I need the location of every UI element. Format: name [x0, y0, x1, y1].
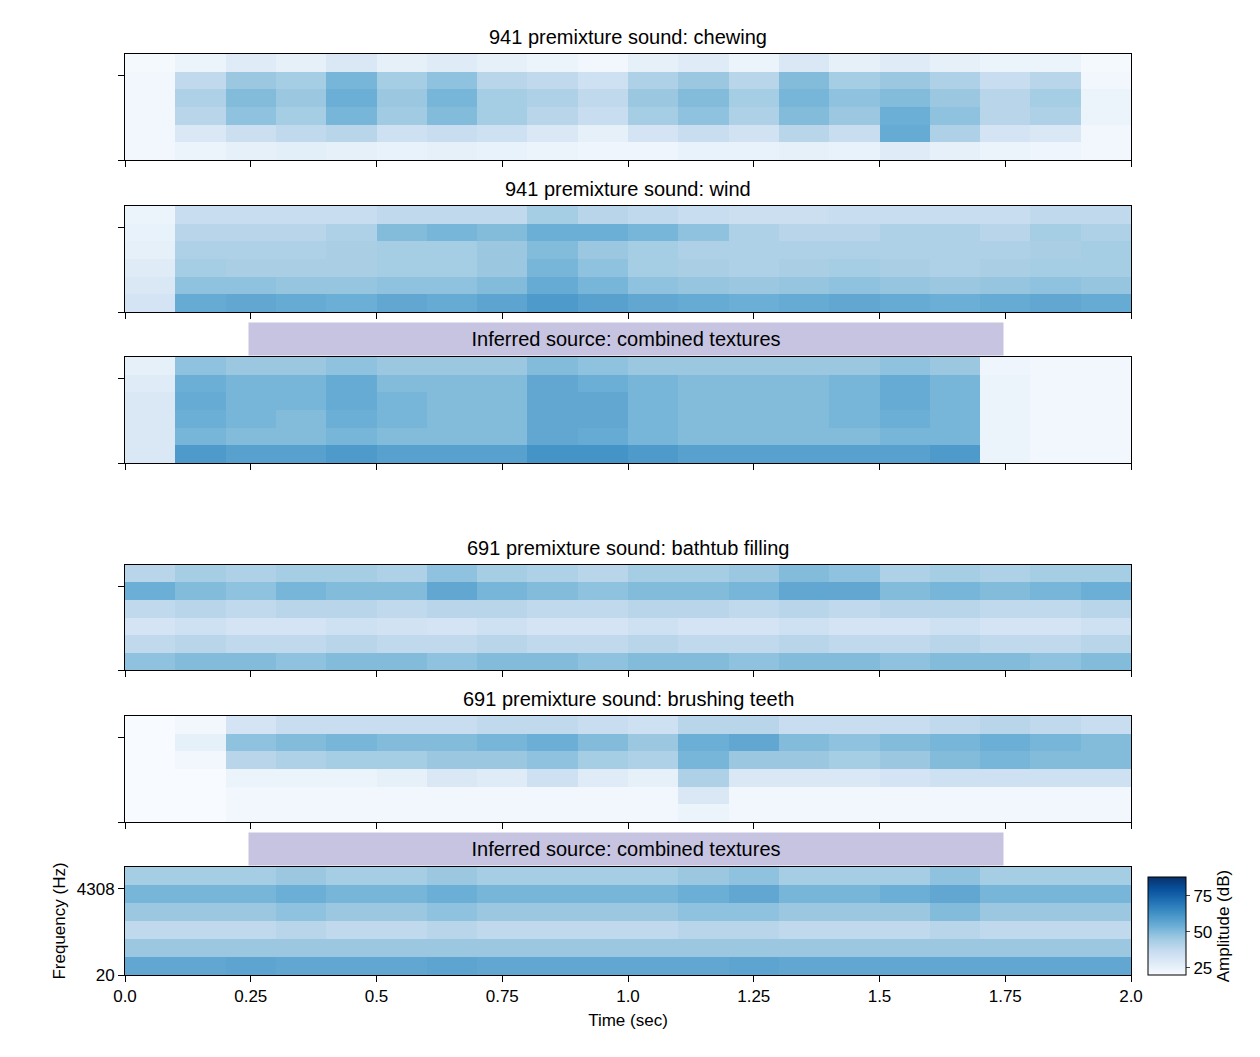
- svg-text:1.75: 1.75: [989, 987, 1022, 1006]
- svg-text:1.5: 1.5: [868, 987, 892, 1006]
- svg-text:Inferred source: combined text: Inferred source: combined textures: [471, 328, 780, 350]
- svg-text:691 premixture sound: brushing: 691 premixture sound: brushing teeth: [463, 688, 794, 710]
- svg-text:0.25: 0.25: [234, 987, 267, 1006]
- svg-text:2.0: 2.0: [1119, 987, 1143, 1006]
- svg-text:4308: 4308: [77, 880, 115, 899]
- svg-text:0.75: 0.75: [486, 987, 519, 1006]
- svg-text:Amplitude (dB): Amplitude (dB): [1214, 870, 1233, 982]
- svg-text:20: 20: [96, 966, 115, 985]
- svg-text:1.25: 1.25: [737, 987, 770, 1006]
- svg-text:941 premixture sound: wind: 941 premixture sound: wind: [505, 178, 751, 200]
- svg-text:941 premixture sound: chewing: 941 premixture sound: chewing: [489, 26, 767, 48]
- svg-text:0.5: 0.5: [365, 987, 389, 1006]
- svg-text:Inferred source: combined text: Inferred source: combined textures: [471, 838, 780, 860]
- svg-text:50: 50: [1193, 923, 1212, 942]
- svg-text:691 premixture sound: bathtub: 691 premixture sound: bathtub filling: [467, 537, 789, 559]
- svg-text:1.0: 1.0: [616, 987, 640, 1006]
- svg-text:Time (sec): Time (sec): [588, 1011, 668, 1030]
- svg-text:0.0: 0.0: [113, 987, 137, 1006]
- svg-text:25: 25: [1193, 959, 1212, 978]
- svg-text:Frequency (Hz): Frequency (Hz): [50, 862, 69, 979]
- svg-text:75: 75: [1193, 887, 1212, 906]
